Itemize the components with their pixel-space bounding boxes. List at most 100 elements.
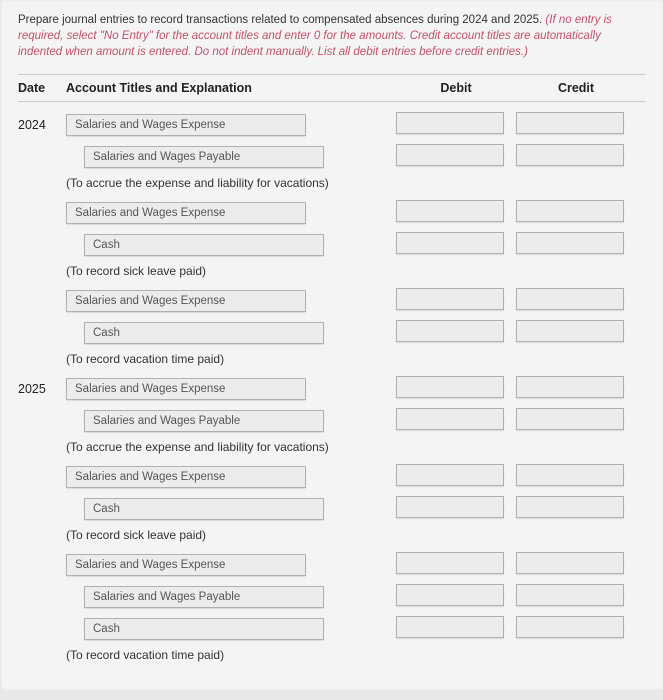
credit-input[interactable] [516, 288, 624, 310]
account-cell: Cash [66, 234, 396, 256]
credit-cell [516, 144, 636, 169]
credit-cell [516, 464, 636, 489]
journal-line: Salaries and Wages Expense [18, 464, 645, 489]
explanation-text: (To record sick leave paid) [66, 264, 645, 278]
header-account: Account Titles and Explanation [66, 81, 396, 95]
account-cell: Salaries and Wages Expense [66, 290, 396, 312]
debit-cell [396, 496, 516, 521]
credit-cell [516, 376, 636, 401]
account-cell: Salaries and Wages Expense [66, 466, 396, 488]
debit-cell [396, 144, 516, 169]
debit-cell [396, 408, 516, 433]
explanation-text: (To accrue the expense and liability for… [66, 176, 645, 190]
account-cell: Cash [66, 618, 396, 640]
account-title-input[interactable]: Salaries and Wages Payable [84, 586, 324, 608]
debit-input[interactable] [396, 464, 504, 486]
journal-line: 2025Salaries and Wages Expense [18, 376, 645, 401]
credit-input[interactable] [516, 616, 624, 638]
credit-input[interactable] [516, 464, 624, 486]
account-title-input[interactable]: Salaries and Wages Expense [66, 114, 306, 136]
journal-line: Salaries and Wages Expense [18, 200, 645, 225]
credit-input[interactable] [516, 112, 624, 134]
debit-input[interactable] [396, 376, 504, 398]
credit-input[interactable] [516, 200, 624, 222]
instructions: Prepare journal entries to record transa… [18, 12, 645, 60]
account-title-input[interactable]: Salaries and Wages Payable [84, 410, 324, 432]
debit-input[interactable] [396, 320, 504, 342]
header-date: Date [18, 81, 66, 95]
account-title-input[interactable]: Cash [84, 498, 324, 520]
account-cell: Salaries and Wages Expense [66, 554, 396, 576]
account-title-input[interactable]: Salaries and Wages Expense [66, 202, 306, 224]
explanation-text: (To record vacation time paid) [66, 648, 645, 662]
journal-line: Salaries and Wages Payable [18, 408, 645, 433]
date-cell: 2024 [18, 118, 66, 132]
account-title-input[interactable]: Cash [84, 618, 324, 640]
account-cell: Cash [66, 498, 396, 520]
debit-cell [396, 552, 516, 577]
debit-cell [396, 288, 516, 313]
account-cell: Salaries and Wages Expense [66, 378, 396, 400]
credit-cell [516, 496, 636, 521]
account-title-input[interactable]: Salaries and Wages Expense [66, 378, 306, 400]
credit-input[interactable] [516, 584, 624, 606]
account-title-input[interactable]: Salaries and Wages Payable [84, 146, 324, 168]
explanation-text: (To record vacation time paid) [66, 352, 645, 366]
debit-input[interactable] [396, 112, 504, 134]
header-debit: Debit [396, 81, 516, 95]
credit-cell [516, 200, 636, 225]
account-title-input[interactable]: Cash [84, 234, 324, 256]
debit-input[interactable] [396, 616, 504, 638]
debit-input[interactable] [396, 408, 504, 430]
journal-line: Salaries and Wages Payable [18, 584, 645, 609]
credit-cell [516, 616, 636, 641]
account-title-input[interactable]: Salaries and Wages Expense [66, 290, 306, 312]
journal-line: Cash [18, 616, 645, 641]
credit-cell [516, 584, 636, 609]
journal-line: Salaries and Wages Expense [18, 288, 645, 313]
journal-line: Cash [18, 496, 645, 521]
debit-cell [396, 376, 516, 401]
debit-cell [396, 232, 516, 257]
account-title-input[interactable]: Cash [84, 322, 324, 344]
credit-cell [516, 288, 636, 313]
journal-line: Salaries and Wages Expense [18, 552, 645, 577]
credit-cell [516, 232, 636, 257]
account-cell: Salaries and Wages Payable [66, 146, 396, 168]
debit-input[interactable] [396, 288, 504, 310]
credit-input[interactable] [516, 552, 624, 574]
journal-line: 2024Salaries and Wages Expense [18, 112, 645, 137]
column-headers: Date Account Titles and Explanation Debi… [18, 74, 645, 102]
credit-cell [516, 552, 636, 577]
debit-input[interactable] [396, 496, 504, 518]
journal-line: Salaries and Wages Payable [18, 144, 645, 169]
journal-body: 2024Salaries and Wages ExpenseSalaries a… [18, 112, 645, 662]
account-cell: Salaries and Wages Expense [66, 114, 396, 136]
debit-cell [396, 616, 516, 641]
debit-input[interactable] [396, 232, 504, 254]
debit-input[interactable] [396, 584, 504, 606]
credit-input[interactable] [516, 408, 624, 430]
account-title-input[interactable]: Salaries and Wages Expense [66, 554, 306, 576]
debit-cell [396, 464, 516, 489]
journal-page: Prepare journal entries to record transa… [0, 0, 663, 690]
explanation-text: (To record sick leave paid) [66, 528, 645, 542]
debit-cell [396, 200, 516, 225]
date-cell: 2025 [18, 382, 66, 396]
debit-input[interactable] [396, 200, 504, 222]
credit-input[interactable] [516, 320, 624, 342]
explanation-text: (To accrue the expense and liability for… [66, 440, 645, 454]
account-cell: Salaries and Wages Payable [66, 410, 396, 432]
credit-input[interactable] [516, 232, 624, 254]
credit-cell [516, 408, 636, 433]
credit-input[interactable] [516, 376, 624, 398]
account-title-input[interactable]: Salaries and Wages Expense [66, 466, 306, 488]
debit-input[interactable] [396, 144, 504, 166]
instructions-lead: Prepare journal entries to record transa… [18, 14, 542, 26]
account-cell: Cash [66, 322, 396, 344]
debit-cell [396, 112, 516, 137]
credit-input[interactable] [516, 496, 624, 518]
debit-cell [396, 320, 516, 345]
debit-input[interactable] [396, 552, 504, 574]
credit-input[interactable] [516, 144, 624, 166]
